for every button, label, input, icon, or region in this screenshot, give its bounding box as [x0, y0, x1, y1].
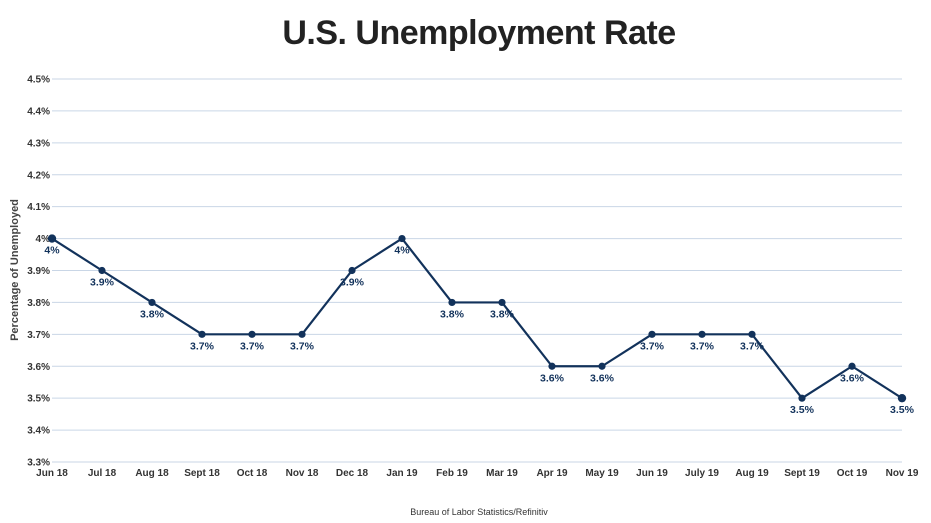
- y-tick-label: 3.4%: [27, 426, 50, 437]
- data-label: 3.9%: [90, 277, 115, 289]
- data-point: [448, 298, 456, 307]
- data-label: 3.8%: [490, 308, 515, 320]
- y-tick-label: 3.8%: [27, 298, 50, 309]
- x-tick-label: Jul 18: [88, 468, 117, 479]
- data-point: [98, 266, 106, 275]
- data-point: [548, 362, 556, 370]
- x-tick-label: Apr 19: [536, 468, 568, 479]
- data-labels: 4% 3.9% 3.8% 3.7% 3.7% 3.7% 3.9% 4% 3.8% 3.8% 3.6%…: [44, 245, 914, 417]
- data-point: [498, 298, 506, 307]
- y-tick-label: 4.4%: [27, 106, 50, 117]
- data-point: [748, 330, 756, 338]
- data-label: 3.7%: [240, 340, 265, 352]
- data-point: [698, 330, 706, 338]
- x-tick-label: Sept 19: [784, 468, 820, 479]
- y-tick-label: 3.6%: [27, 362, 50, 373]
- data-point: [897, 393, 907, 403]
- x-tick-label: Jun 18: [36, 468, 68, 479]
- x-tick-label: July 19: [685, 468, 719, 479]
- data-label: 3.5%: [890, 404, 915, 416]
- y-tick-label: 3.5%: [27, 394, 50, 405]
- x-tick-label: Oct 19: [837, 468, 868, 479]
- data-label: 3.8%: [140, 308, 165, 320]
- data-label: 4%: [44, 245, 60, 257]
- x-tick-label: Jun 19: [636, 468, 668, 479]
- data-point: [848, 362, 856, 370]
- x-tick-label: Nov 18: [286, 468, 319, 479]
- data-label: 3.6%: [840, 372, 865, 384]
- x-tick-label: Nov 19: [886, 468, 919, 479]
- source-note: Bureau of Labor Statistics/Refinitiv: [410, 507, 548, 517]
- data-label: 3.7%: [640, 340, 665, 352]
- data-point: [148, 298, 156, 307]
- x-axis-ticks: Jun 18 Jul 18 Aug 18 Sept 18 Oct 18 Nov 18 Dec…: [36, 468, 919, 479]
- y-axis-title: Percentage of Unemployed: [9, 199, 21, 341]
- x-tick-label: Sept 18: [184, 468, 220, 479]
- data-label: 3.7%: [690, 340, 715, 352]
- x-tick-label: Oct 18: [237, 468, 268, 479]
- data-point: [398, 234, 406, 243]
- series-line-path: [51, 237, 903, 400]
- data-label: 3.7%: [290, 340, 315, 352]
- series-line: [51, 237, 903, 400]
- data-label: 3.9%: [340, 277, 365, 289]
- data-point: [248, 330, 256, 338]
- y-tick-label: 3.9%: [27, 266, 50, 277]
- data-label: 3.5%: [790, 404, 815, 416]
- x-tick-label: May 19: [585, 468, 619, 479]
- gridlines: [52, 78, 902, 463]
- y-tick-label: 4.2%: [27, 170, 50, 181]
- data-point: [348, 266, 356, 275]
- y-tick-label: 3.7%: [27, 330, 50, 341]
- data-point: [648, 330, 656, 338]
- y-axis-ticks: 3.3% 3.4% 3.5% 3.6% 3.7% 3.8% 3.9% 4% 4.1% 4.2% 4.…: [27, 75, 50, 469]
- y-tick-label: 4.1%: [27, 202, 50, 213]
- x-tick-label: Dec 18: [336, 468, 369, 479]
- x-tick-label: Aug 18: [135, 468, 169, 479]
- x-tick-label: Aug 19: [735, 468, 769, 479]
- data-point: [47, 234, 57, 243]
- y-tick-label: 4.5%: [27, 75, 50, 86]
- data-point: [198, 330, 206, 338]
- data-label: 3.8%: [440, 308, 465, 320]
- x-tick-label: Mar 19: [486, 468, 518, 479]
- data-points: [47, 234, 907, 403]
- data-label: 4%: [394, 245, 410, 257]
- data-point: [298, 330, 306, 338]
- data-point: [798, 394, 806, 402]
- x-tick-label: Jan 19: [386, 468, 418, 479]
- data-label: 3.7%: [190, 340, 215, 352]
- y-tick-label: 3.3%: [27, 458, 50, 469]
- data-label: 3.6%: [540, 372, 565, 384]
- data-label: 3.6%: [590, 372, 615, 384]
- chart-title: U.S. Unemployment Rate: [282, 14, 676, 52]
- data-label: 3.7%: [740, 340, 765, 352]
- data-point: [598, 362, 606, 370]
- x-tick-label: Feb 19: [436, 468, 468, 479]
- y-tick-label: 4.3%: [27, 138, 50, 149]
- y-tick-label: 4%: [36, 234, 51, 245]
